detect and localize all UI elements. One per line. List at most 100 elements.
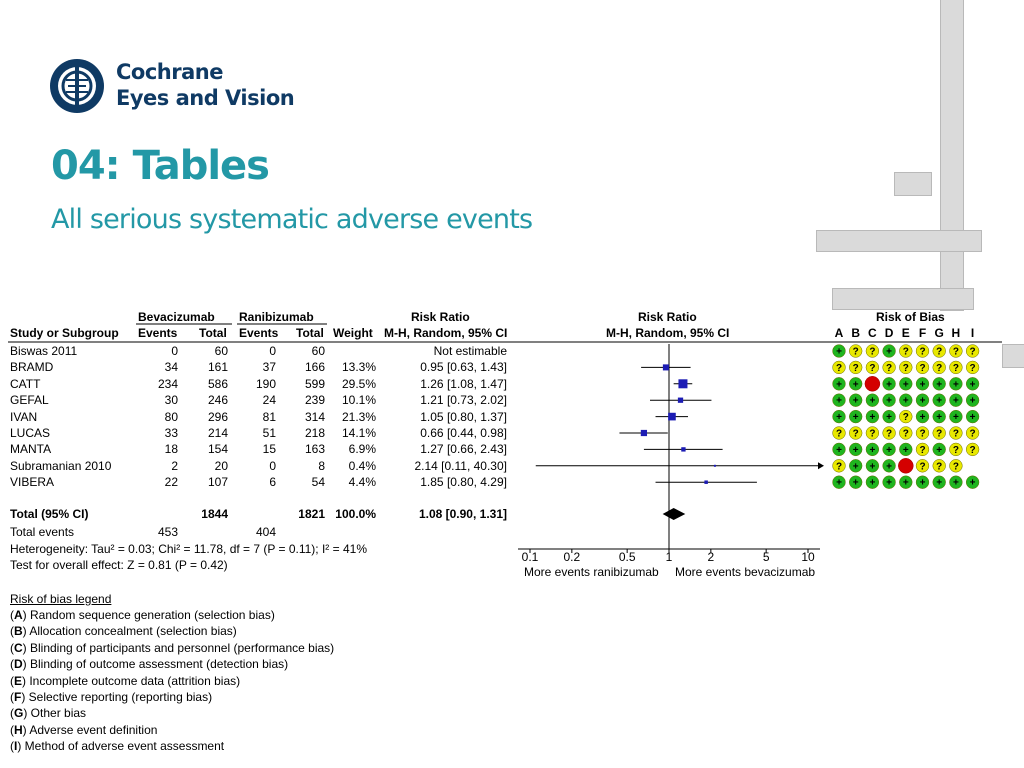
rob-symbol: ? [919,363,925,374]
header-total-2: Total [296,326,324,340]
rob-symbol: ? [869,429,875,440]
rob-low-risk [949,409,963,424]
rob-low-risk [832,475,846,489]
row-risk-ratio-ci: 1.26 [1.08, 1.47] [420,376,507,391]
rob-symbol: ? [953,363,959,374]
x-tick-label: 10 [801,550,815,564]
row-events-bevacizumab: 33 [164,426,178,440]
rob-symbol: ? [853,363,859,374]
legend-key: F [14,690,22,704]
rob-low-risk [949,475,963,489]
rob-symbol: + [853,478,859,489]
rob-low-risk [832,442,846,457]
rob-high-risk [864,376,881,392]
rob-symbol: + [886,478,892,489]
rob-unclear-risk [932,360,946,375]
rob-low-risk [932,475,946,489]
rob-letter-i: I [970,326,975,340]
rob-unclear-risk [965,344,980,358]
total-events-bevacizumab: 453 [157,525,178,539]
rob-low-risk [899,442,913,457]
legend-item: (G) Other bias [10,706,87,721]
rob-unclear-risk [865,360,880,375]
rob-letter-d: D [884,326,894,340]
row-total-ranibizumab: 239 [304,393,325,408]
rob-unclear-risk [949,442,963,457]
rob-symbol: + [886,461,892,472]
axis-label-right: More events bevacizumab [675,565,816,579]
row-risk-ratio-ci: 1.27 [0.66, 2.43] [420,442,507,457]
overall-effect-text: Test for overall effect: Z = 0.81 (P = 0… [10,558,228,572]
rob-symbol: + [836,396,842,407]
rob-symbol: ? [936,347,942,358]
rob-symbol: ? [903,347,909,358]
row-events-ranibizumab: 24 [262,393,276,408]
rob-symbol: + [853,412,859,423]
pooled-diamond [662,508,686,520]
rob-low-risk [915,475,930,489]
legend-item: (E) Incomplete outcome data (attrition b… [10,673,241,688]
rob-symbol: + [970,412,976,423]
brand-name: Cochrane [116,60,223,84]
rob-low-risk [882,409,896,424]
row-study-name: Subramanian 2010 [10,458,112,473]
rob-symbol: ? [919,347,925,358]
total-label: Total (95% CI) [10,507,89,521]
rob-unclear-risk [965,442,980,457]
legend-key: A [14,608,23,622]
total-n-bevacizumab: 1844 [201,507,228,521]
rob-symbol: + [936,396,942,407]
row-total-ranibizumab: 60 [311,344,325,358]
row-events-ranibizumab: 51 [262,426,276,440]
rob-low-risk [915,409,930,424]
plot-header-method: M-H, Random, 95% CI [606,326,730,340]
rob-symbol: + [836,412,842,423]
rob-symbol: + [886,347,892,358]
rob-unclear-risk [915,360,930,375]
rob-symbol: ? [886,429,892,440]
header-ranibizumab: Ranibizumab [239,310,314,324]
legend-item: (A) Random sequence generation (selectio… [10,608,275,622]
legend-item: (H) Adverse event definition [10,722,158,737]
row-total-bevacizumab: 161 [207,360,228,375]
cochrane-logo-icon [50,59,104,113]
x-tick-label: 2 [707,550,715,564]
row-events-ranibizumab: 81 [262,409,276,424]
rob-symbol: + [869,478,875,489]
rob-symbol: ? [970,363,976,374]
rob-letter-g: G [934,326,944,340]
header-risk-of-bias: Risk of Bias [876,310,945,324]
rob-unclear-risk [932,459,946,473]
rob-symbol: + [836,379,842,390]
rob-symbol: ? [836,461,842,472]
rob-symbol: + [836,445,842,456]
legend-item: (C) Blinding of participants and personn… [10,640,335,655]
rob-low-risk [915,393,930,407]
legend-key: C [14,640,23,655]
row-events-bevacizumab: 80 [164,409,178,424]
row-risk-ratio-ci: 1.21 [0.73, 2.02] [420,393,507,408]
decorative-frame-box [894,172,932,196]
row-total-bevacizumab: 586 [207,376,228,391]
study-marker [704,480,708,484]
row-study-name: CATT [10,376,41,391]
legend-item: (D) Blinding of outcome assessment (dete… [10,657,289,672]
row-events-ranibizumab: 0 [269,344,276,358]
rob-letter-e: E [901,326,910,340]
rob-low-risk [832,344,846,358]
row-total-bevacizumab: 107 [207,475,228,490]
row-events-ranibizumab: 6 [269,475,276,490]
rob-low-risk [899,377,913,391]
row-total-bevacizumab: 60 [214,344,228,358]
rob-symbol: ? [936,429,942,440]
rob-unclear-risk [949,426,963,440]
rob-symbol: ? [869,363,875,374]
rob-letter-h: H [951,326,961,340]
legend-key: D [14,657,23,672]
rob-unclear-risk [899,344,913,358]
rob-high-risk [898,458,914,474]
rob-unclear-risk [949,360,963,375]
rob-symbol: + [936,478,942,489]
rob-low-risk [949,393,963,407]
rob-symbol: + [936,412,942,423]
